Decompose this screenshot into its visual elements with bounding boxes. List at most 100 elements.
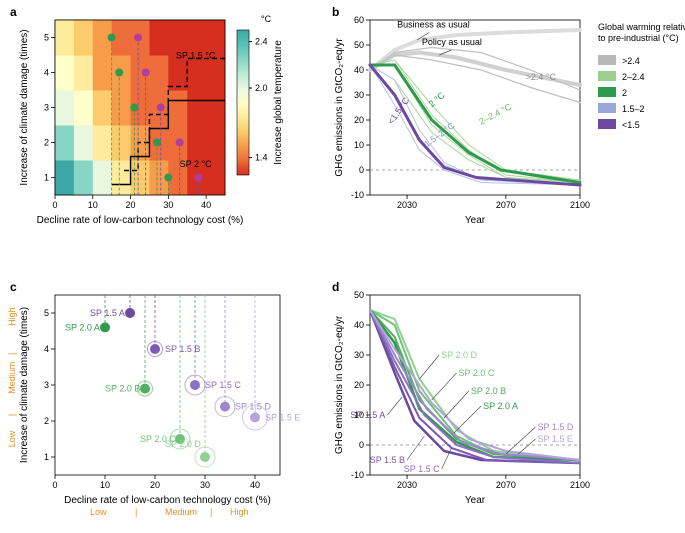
- svg-text:2100: 2100: [570, 200, 590, 210]
- svg-text:20: 20: [150, 480, 160, 490]
- svg-text:>2.4 °C: >2.4 °C: [526, 72, 557, 82]
- svg-text:-10: -10: [351, 470, 364, 480]
- svg-text:1: 1: [44, 173, 49, 183]
- svg-text:Low: Low: [7, 430, 17, 447]
- svg-text:40: 40: [354, 65, 364, 75]
- svg-text:4: 4: [44, 344, 49, 354]
- svg-text:3: 3: [44, 380, 49, 390]
- svg-text:SP 1.5 D: SP 1.5 D: [538, 422, 574, 432]
- svg-text:20: 20: [354, 380, 364, 390]
- svg-text:SP 2.0 A: SP 2.0 A: [483, 401, 518, 411]
- svg-text:SP 2.0 A: SP 2.0 A: [65, 322, 100, 332]
- panel-d: d203020702100-1001020304050YearGHG emiss…: [332, 280, 590, 506]
- svg-text:Medium: Medium: [7, 362, 17, 394]
- svg-text:Increase global temperature: Increase global temperature: [273, 40, 284, 165]
- svg-text:-10: -10: [351, 190, 364, 200]
- figure: a01020304012345Decline rate of low-carbo…: [0, 0, 685, 530]
- svg-text:SP 1.5 E: SP 1.5 E: [538, 434, 573, 444]
- svg-text:SP 2.0 B: SP 2.0 B: [471, 386, 506, 396]
- svg-text:40: 40: [354, 320, 364, 330]
- svg-text:5: 5: [44, 308, 49, 318]
- svg-text:Policy as usual: Policy as usual: [422, 37, 482, 47]
- svg-text:SP 2.0 C: SP 2.0 C: [458, 368, 494, 378]
- svg-text:4: 4: [44, 68, 49, 78]
- panel-b: b203020702100-100102030405060YearGHG emi…: [332, 5, 685, 226]
- svg-text:0: 0: [359, 165, 364, 175]
- svg-text:GHG emissions in GtCO₂-eq/yr: GHG emissions in GtCO₂-eq/yr: [334, 38, 345, 177]
- svg-text:|: |: [210, 507, 212, 517]
- svg-text:30: 30: [163, 200, 173, 210]
- svg-text:Medium: Medium: [165, 507, 197, 517]
- svg-text:10: 10: [88, 200, 98, 210]
- svg-text:1.5–2 °C: 1.5–2 °C: [422, 120, 457, 149]
- svg-text:2: 2: [44, 138, 49, 148]
- svg-text:2030: 2030: [397, 200, 417, 210]
- svg-text:<1.5: <1.5: [622, 120, 640, 130]
- svg-text:2030: 2030: [397, 480, 417, 490]
- svg-text:Increase of climate damage (ti: Increase of climate damage (times): [19, 29, 30, 185]
- svg-text:°C: °C: [261, 14, 272, 24]
- svg-text:Increase of climate damage (ti: Increase of climate damage (times): [19, 307, 30, 463]
- svg-text:High: High: [7, 307, 17, 326]
- svg-text:2.0: 2.0: [255, 83, 268, 93]
- svg-text:b: b: [332, 5, 339, 19]
- svg-text:Global warming relative: Global warming relative: [598, 22, 685, 32]
- svg-text:40: 40: [201, 200, 211, 210]
- svg-text:|: |: [7, 414, 17, 416]
- svg-text:SP 2 °C: SP 2 °C: [180, 159, 212, 169]
- svg-text:SP 1.5 B: SP 1.5 B: [165, 344, 200, 354]
- svg-text:50: 50: [354, 40, 364, 50]
- svg-text:a: a: [10, 5, 17, 19]
- svg-text:2–2.4: 2–2.4: [622, 72, 645, 82]
- svg-text:to pre-industrial (°C): to pre-industrial (°C): [598, 33, 679, 43]
- svg-text:Year: Year: [465, 215, 486, 226]
- svg-text:0: 0: [359, 440, 364, 450]
- svg-text:GHG emissions in GtCO₂-eq/yr: GHG emissions in GtCO₂-eq/yr: [334, 315, 345, 454]
- svg-text:30: 30: [354, 350, 364, 360]
- svg-text:Decline rate of low-carbon tec: Decline rate of low-carbon technology co…: [64, 495, 271, 506]
- svg-text:c: c: [10, 280, 17, 294]
- panel-c: c 0 10 20 30 40 1 2 3 4 5 Decline rate of low-carbo…: [7, 280, 300, 517]
- svg-text:30: 30: [200, 480, 210, 490]
- svg-text:3: 3: [44, 103, 49, 113]
- svg-text:1: 1: [44, 452, 49, 462]
- svg-text:40: 40: [250, 480, 260, 490]
- svg-text:SP 1.5 A: SP 1.5 A: [90, 308, 125, 318]
- svg-text:High: High: [230, 507, 249, 517]
- svg-text:Low: Low: [90, 507, 107, 517]
- svg-text:2: 2: [44, 416, 49, 426]
- svg-text:2100: 2100: [570, 480, 590, 490]
- svg-text:d: d: [332, 280, 339, 294]
- svg-text:SP 2.0 D: SP 2.0 D: [165, 439, 201, 449]
- panel-a: a 0 10 20 30 40 1 2 3 4 5 Decline rate of low-carbo…: [10, 5, 284, 226]
- svg-text:SP 1.5 D: SP 1.5 D: [235, 402, 271, 412]
- svg-text:10: 10: [354, 140, 364, 150]
- svg-text:5: 5: [44, 33, 49, 43]
- svg-text:2070: 2070: [496, 200, 516, 210]
- svg-text:SP 1.5 B: SP 1.5 B: [370, 455, 405, 465]
- svg-text:Year: Year: [465, 495, 486, 506]
- svg-text:SP 1.5 E: SP 1.5 E: [265, 412, 300, 422]
- svg-text:SP 1.5 °C: SP 1.5 °C: [176, 51, 216, 61]
- svg-text:SP 2.0 D: SP 2.0 D: [441, 350, 477, 360]
- svg-text:SP 2.0 B: SP 2.0 B: [105, 384, 140, 394]
- svg-text:SP 1.5 C: SP 1.5 C: [205, 380, 241, 390]
- svg-text:20: 20: [126, 200, 136, 210]
- svg-text:2–2.4 °C: 2–2.4 °C: [477, 101, 513, 127]
- svg-text:>2.4: >2.4: [622, 56, 640, 66]
- svg-text:60: 60: [354, 15, 364, 25]
- svg-text:20: 20: [354, 115, 364, 125]
- svg-text:|: |: [7, 353, 17, 355]
- svg-text:2 °C: 2 °C: [427, 90, 447, 109]
- svg-text:|: |: [135, 507, 137, 517]
- svg-text:Business as usual: Business as usual: [397, 20, 470, 30]
- svg-text:0: 0: [52, 200, 57, 210]
- svg-text:Decline rate of low-carbon tec: Decline rate of low-carbon technology co…: [37, 215, 244, 226]
- svg-text:2: 2: [622, 88, 627, 98]
- svg-text:0: 0: [52, 480, 57, 490]
- svg-text:1.4: 1.4: [255, 153, 268, 163]
- svg-text:10: 10: [100, 480, 110, 490]
- svg-text:2.4: 2.4: [255, 37, 268, 47]
- svg-text:SP 1.5 C: SP 1.5 C: [404, 464, 440, 474]
- svg-text:50: 50: [354, 290, 364, 300]
